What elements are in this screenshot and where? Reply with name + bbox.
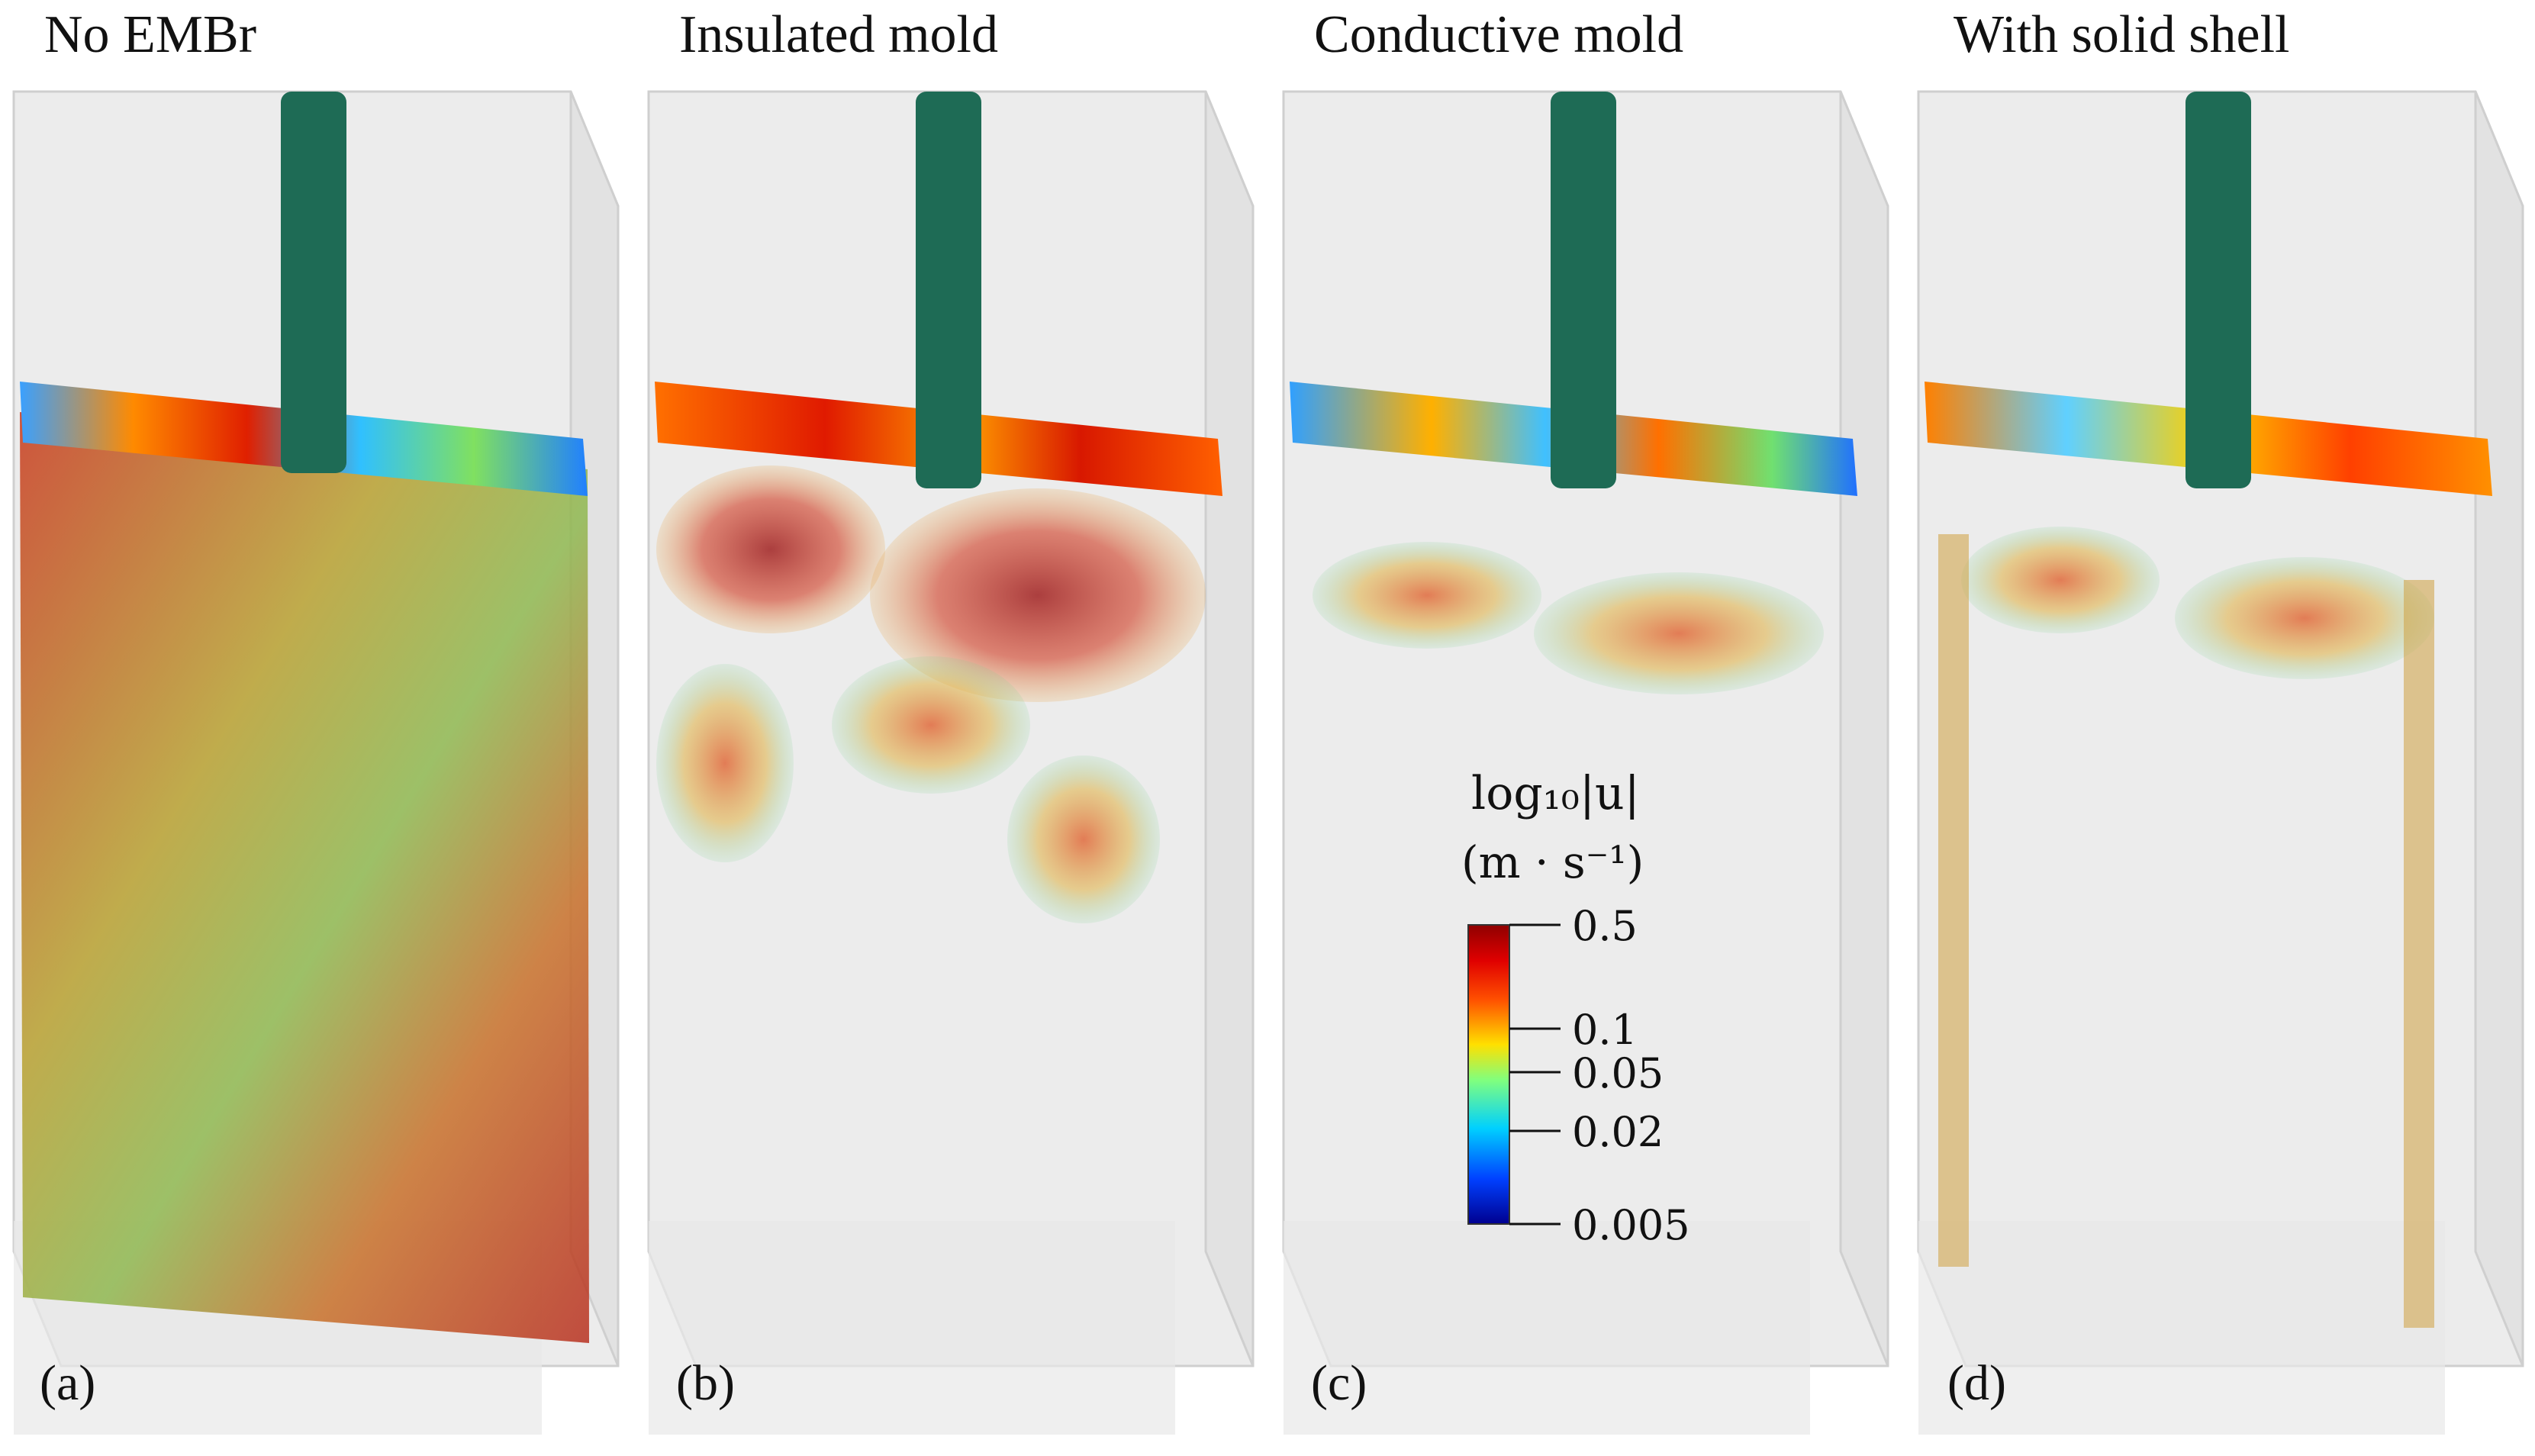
shell-vortex-left [1938, 534, 1969, 1267]
colorbar-tick-label: 0.05 [1572, 1049, 1664, 1097]
colorbar-tick-label: 0.005 [1572, 1201, 1690, 1249]
panel-c [1282, 90, 1889, 1435]
mold-base [1918, 1221, 2445, 1435]
colorbar-frame [1467, 924, 1510, 1225]
mold-side [1839, 91, 1889, 1367]
nozzle [2186, 92, 2251, 488]
panel-title-c: Conductive mold [1314, 5, 1684, 64]
colorbar-gradient [1468, 925, 1509, 1224]
panel-title-d: With solid shell [1954, 5, 2290, 64]
colorbar: log₁₀|u| (m · s⁻¹) 0.5 0.1 0.05 0.02 0.0… [1461, 767, 1690, 1249]
vortex-blob [1313, 542, 1541, 649]
panel-label-b: (b) [676, 1355, 735, 1411]
panel-title-a: No EMBr [44, 5, 257, 64]
vortex-blob [656, 465, 885, 633]
vortex-blob [870, 488, 1206, 702]
panel-label-d: (d) [1947, 1355, 2006, 1411]
vortex-fill [20, 412, 589, 1343]
nozzle [281, 92, 346, 473]
vortex-blob [656, 664, 794, 862]
panel-a [12, 90, 620, 1435]
panel-label-a: (a) [40, 1355, 96, 1411]
colorbar-tick-label: 0.5 [1572, 902, 1638, 950]
nozzle [916, 92, 981, 488]
vortex-blob [2175, 557, 2434, 679]
vortex-blob [1961, 527, 2160, 633]
mold-base [649, 1221, 1175, 1435]
nozzle [1551, 92, 1616, 488]
colorbar-tick-label: 0.02 [1572, 1108, 1664, 1156]
colorbar-unit: (m · s⁻¹) [1461, 836, 1644, 888]
panel-label-c: (c) [1311, 1355, 1367, 1411]
vortex-blob [1534, 572, 1824, 694]
panel-d [1917, 90, 2524, 1435]
shell-vortex-right [2404, 580, 2434, 1328]
mold-base [1284, 1221, 1810, 1435]
mold-side [1204, 91, 1255, 1367]
panel-b [647, 90, 1255, 1435]
colorbar-tick-label: 0.1 [1572, 1006, 1638, 1054]
vortex-blob [1007, 755, 1160, 923]
panel-title-b: Insulated mold [679, 5, 998, 64]
vortex-blob [832, 656, 1030, 794]
mold-side [2474, 91, 2524, 1367]
colorbar-quantity: log₁₀|u| [1471, 767, 1640, 820]
